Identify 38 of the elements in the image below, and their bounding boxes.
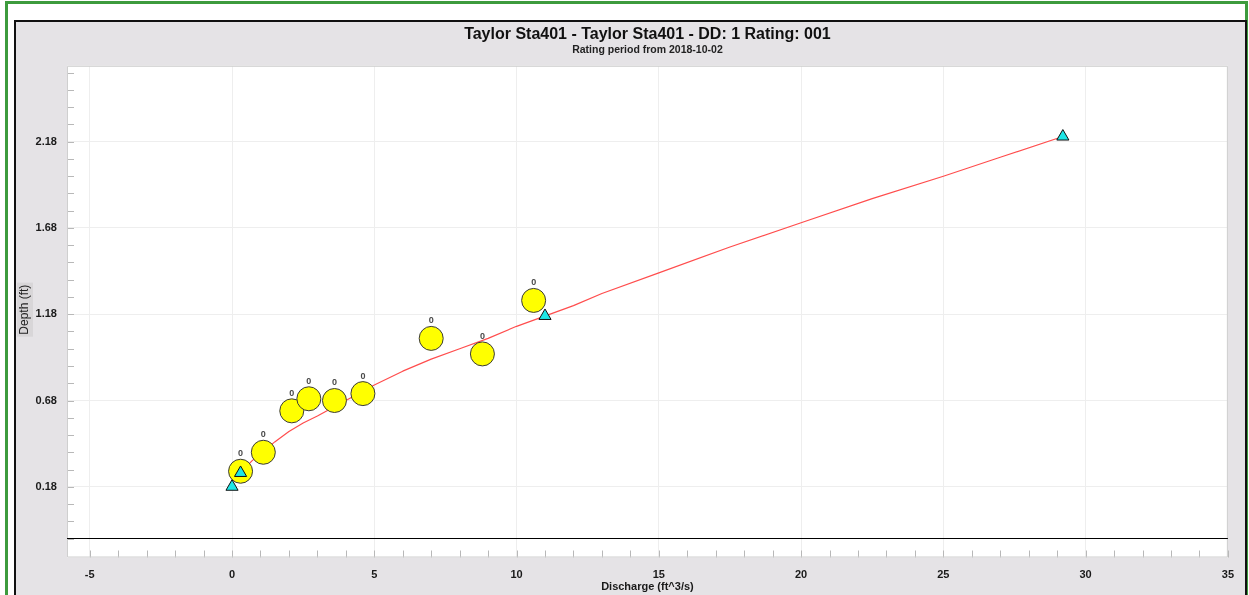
annotation: 0 xyxy=(260,429,266,440)
y-tick-label: 1.68 xyxy=(35,221,57,234)
y-tick-label: 0.18 xyxy=(35,479,57,492)
point xyxy=(225,479,239,491)
point xyxy=(469,341,495,367)
x-axis-title: Discharge (ft^3/s) xyxy=(601,580,695,593)
point xyxy=(1056,129,1070,141)
point xyxy=(296,386,322,412)
y-tick-label: 0.68 xyxy=(35,393,57,406)
point xyxy=(418,325,444,351)
x-tick-label: 30 xyxy=(1079,568,1092,581)
annotation: 0 xyxy=(531,277,537,288)
annotation: 0 xyxy=(238,448,244,459)
y-tick-label: 2.18 xyxy=(35,134,57,147)
point xyxy=(538,308,552,320)
point xyxy=(321,388,347,413)
annotation: 0 xyxy=(360,370,366,381)
point xyxy=(250,439,276,465)
x-tick-label: 0 xyxy=(228,568,236,581)
y-axis-title: Depth (ft) xyxy=(17,284,32,335)
annotation: 0 xyxy=(428,315,434,326)
annotation: 0 xyxy=(331,377,337,388)
x-tick-label: 25 xyxy=(937,568,950,581)
point xyxy=(521,287,547,313)
annotation: 0 xyxy=(289,387,295,398)
annotation: 0 xyxy=(306,375,312,386)
annotation: 0 xyxy=(479,330,485,341)
y-tick-label: 1.18 xyxy=(35,307,57,320)
x-tick-label: 20 xyxy=(794,568,808,581)
x-tick-label: 5 xyxy=(371,568,378,581)
chart-title: Taylor Sta401 - Taylor Sta401 - DD: 1 Rating: 001 xyxy=(464,25,831,43)
point xyxy=(279,398,305,424)
chart-subtitle: Rating period from 2018-10-02 xyxy=(572,43,723,56)
point xyxy=(350,381,376,407)
x-tick-label: 35 xyxy=(1221,568,1235,581)
x-tick-label: 15 xyxy=(652,568,665,581)
x-tick-label: -5 xyxy=(84,568,95,581)
x-tick-label: 10 xyxy=(510,568,523,581)
